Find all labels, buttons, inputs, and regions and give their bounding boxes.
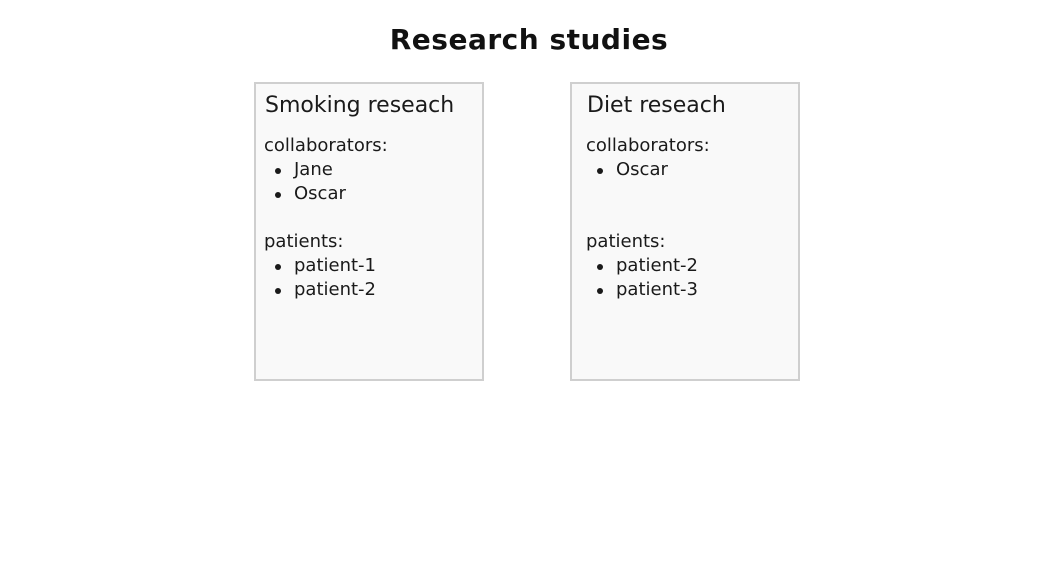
study-card-diet: Diet reseach collaborators: Oscar patien… xyxy=(570,82,800,381)
page-title: Research studies xyxy=(389,23,669,56)
collaborator-item: Jane xyxy=(264,158,346,182)
collaborator-item: Oscar xyxy=(586,158,668,182)
patients-label: patients: xyxy=(264,231,344,252)
bullet-icon xyxy=(275,264,281,270)
bullet-icon xyxy=(597,264,603,270)
bullet-icon xyxy=(597,168,603,174)
collaborators-list: Oscar xyxy=(586,158,668,182)
study-card-smoking: Smoking reseach collaborators: Jane Osca… xyxy=(254,82,484,381)
collaborators-label: collaborators: xyxy=(264,135,388,156)
patient-id: patient-3 xyxy=(616,279,699,300)
collaborator-name: Jane xyxy=(294,159,333,180)
collaborators-list: Jane Oscar xyxy=(264,158,346,206)
patients-list: patient-2 patient-3 xyxy=(586,254,698,302)
patient-id: patient-2 xyxy=(616,255,699,276)
patient-id: patient-2 xyxy=(294,279,377,300)
patients-list: patient-1 patient-2 xyxy=(264,254,376,302)
patient-item: patient-2 xyxy=(586,254,698,278)
patient-item: patient-1 xyxy=(264,254,376,278)
patients-label: patients: xyxy=(586,231,666,252)
collaborators-label: collaborators: xyxy=(586,135,710,156)
bullet-icon xyxy=(275,288,281,294)
bullet-icon xyxy=(597,288,603,294)
bullet-icon xyxy=(275,192,281,198)
collaborator-name: Oscar xyxy=(294,183,346,204)
study-title: Smoking reseach xyxy=(265,93,455,118)
study-title: Diet reseach xyxy=(587,93,726,118)
collaborator-name: Oscar xyxy=(616,159,668,180)
patient-item: patient-3 xyxy=(586,278,698,302)
patient-id: patient-1 xyxy=(294,255,377,276)
patient-item: patient-2 xyxy=(264,278,376,302)
bullet-icon xyxy=(275,168,281,174)
collaborator-item: Oscar xyxy=(264,182,346,206)
